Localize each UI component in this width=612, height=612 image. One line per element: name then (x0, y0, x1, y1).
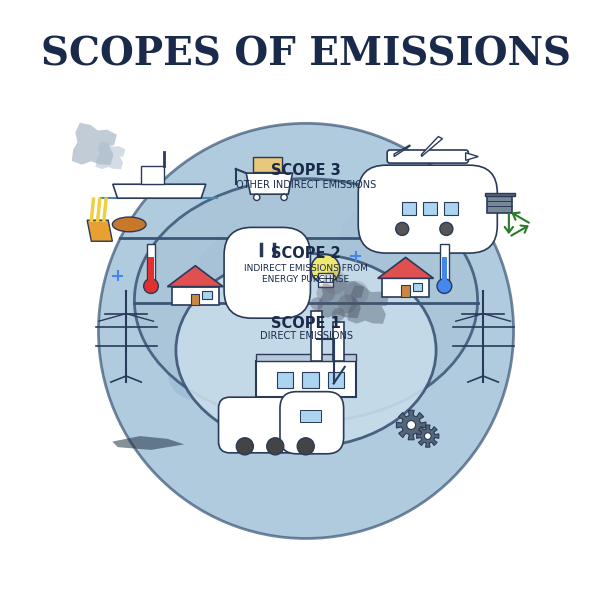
Bar (147, 244, 155, 286)
Bar (485, 193, 515, 196)
Polygon shape (112, 436, 184, 450)
Bar (401, 285, 410, 297)
Circle shape (437, 278, 452, 293)
Circle shape (310, 297, 323, 310)
Bar (312, 311, 322, 361)
Circle shape (297, 438, 314, 455)
Text: SCOPE 2: SCOPE 2 (271, 246, 341, 261)
Polygon shape (72, 123, 117, 165)
Circle shape (332, 308, 345, 321)
Bar (253, 157, 282, 172)
Text: INDIRECT EMISSIONS FROM
ENERGY PURCHASE: INDIRECT EMISSIONS FROM ENERGY PURCHASE (244, 264, 368, 283)
Bar (302, 372, 319, 389)
Circle shape (99, 124, 513, 539)
Bar (333, 322, 344, 361)
Bar (412, 283, 422, 291)
Polygon shape (397, 410, 426, 440)
Bar (191, 294, 200, 305)
Circle shape (440, 222, 453, 236)
Bar (256, 354, 356, 361)
Polygon shape (95, 141, 125, 170)
FancyBboxPatch shape (358, 165, 498, 253)
Text: SCOPE 1: SCOPE 1 (271, 316, 341, 331)
Circle shape (144, 278, 159, 293)
Bar (203, 291, 212, 299)
Circle shape (253, 194, 260, 201)
Circle shape (344, 281, 368, 305)
Polygon shape (168, 266, 223, 286)
Bar (149, 256, 154, 286)
Polygon shape (417, 425, 439, 447)
Polygon shape (394, 145, 410, 157)
FancyBboxPatch shape (224, 228, 310, 318)
Circle shape (311, 255, 340, 283)
Circle shape (267, 438, 284, 455)
Bar (318, 274, 333, 286)
Bar (442, 256, 447, 286)
Bar (423, 202, 437, 215)
Bar (327, 372, 344, 389)
Polygon shape (378, 258, 433, 278)
Text: SCOPES OF EMISSIONS: SCOPES OF EMISSIONS (41, 35, 571, 73)
Polygon shape (466, 153, 478, 160)
Bar (444, 202, 458, 215)
FancyBboxPatch shape (280, 392, 344, 453)
FancyBboxPatch shape (218, 397, 308, 453)
Circle shape (168, 345, 223, 400)
Bar (141, 166, 164, 184)
Circle shape (338, 294, 357, 313)
Bar (487, 195, 512, 213)
Polygon shape (317, 274, 365, 318)
Polygon shape (246, 173, 293, 194)
Ellipse shape (135, 179, 477, 422)
Polygon shape (87, 220, 113, 241)
Text: SCOPE 3: SCOPE 3 (271, 163, 341, 178)
Circle shape (396, 222, 409, 236)
Bar (402, 202, 416, 215)
Ellipse shape (113, 217, 146, 232)
Circle shape (425, 433, 431, 439)
Polygon shape (422, 136, 442, 157)
Circle shape (323, 270, 347, 294)
Bar (277, 372, 293, 389)
Bar (440, 244, 449, 286)
Circle shape (195, 234, 284, 323)
Polygon shape (113, 184, 206, 198)
Circle shape (407, 420, 416, 430)
Bar (382, 278, 429, 297)
FancyBboxPatch shape (387, 150, 468, 163)
Circle shape (236, 438, 253, 455)
Bar (172, 286, 218, 305)
Circle shape (281, 194, 287, 201)
Circle shape (339, 206, 406, 273)
Text: DIRECT EMISSIONS: DIRECT EMISSIONS (259, 332, 353, 341)
Ellipse shape (176, 253, 436, 447)
Circle shape (256, 328, 356, 428)
Text: OTHER INDIRECT EMISSIONS: OTHER INDIRECT EMISSIONS (236, 181, 376, 190)
Bar (256, 361, 356, 397)
Bar (300, 410, 321, 422)
Polygon shape (348, 285, 389, 324)
Circle shape (316, 283, 335, 302)
